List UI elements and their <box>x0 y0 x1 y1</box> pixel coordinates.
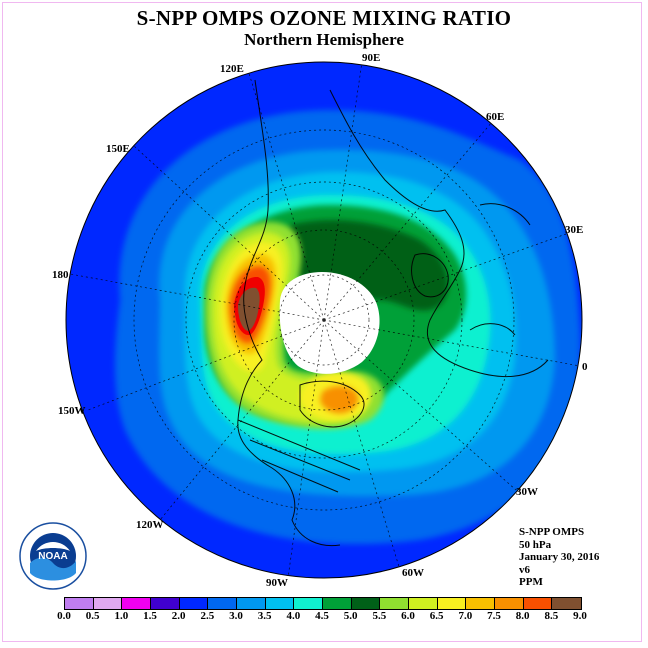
lon-label-0: 0 <box>582 361 588 373</box>
lon-label-60w: 60W <box>402 567 424 579</box>
lon-label-90e: 90E <box>362 52 380 64</box>
colorbar-tick-label: 7.5 <box>487 610 501 622</box>
colorbar-tick-label: 8.0 <box>515 610 530 622</box>
info-units: PPM <box>519 576 543 588</box>
colorbar-tick-label: 8.5 <box>544 610 559 622</box>
lon-label-60e: 60E <box>486 111 504 123</box>
colorbar-swatch <box>93 598 123 609</box>
colorbar-tick-label: 1.5 <box>143 610 157 622</box>
info-date: January 30, 2016 <box>519 551 600 563</box>
map-subtitle: Northern Hemisphere <box>244 30 404 49</box>
colorbar-tick-label: 3.5 <box>257 610 272 622</box>
lon-label-120e: 120E <box>220 63 244 75</box>
colorbar-swatch <box>122 598 151 609</box>
lon-label-180: 180 <box>52 269 69 281</box>
ozone-field <box>66 62 582 578</box>
info-block: S-NPP OMPS 50 hPa January 30, 2016 v6 PP… <box>519 526 599 589</box>
colorbar-swatch <box>523 598 553 609</box>
image-frame <box>2 2 642 642</box>
colorbar-swatch <box>437 598 467 609</box>
colorbar-swatch <box>466 598 495 609</box>
colorbar-tick-label: 7.0 <box>458 610 473 622</box>
colorbar-swatch <box>552 598 581 609</box>
lon-label-120w: 120W <box>136 519 164 531</box>
colorbar-swatch <box>322 598 352 609</box>
map-title: S-NPP OMPS OZONE MIXING RATIO <box>136 6 512 30</box>
colorbar-tick-label: 1.0 <box>114 610 129 622</box>
colorbar-tick-label: 6.5 <box>429 610 444 622</box>
colorbar-tick-label: 5.0 <box>343 610 358 622</box>
colorbar-swatch <box>380 598 409 609</box>
colorbar <box>64 597 582 610</box>
info-level: 50 hPa <box>519 538 552 551</box>
colorbar-tick-label: 4.0 <box>286 610 301 622</box>
colorbar-swatch <box>236 598 266 609</box>
colorbar-tick-label: 2.0 <box>171 610 186 622</box>
colorbar-swatch <box>150 598 180 609</box>
colorbar-swatch <box>408 598 438 609</box>
colorbar-swatch <box>208 598 237 609</box>
longitude-labels: 90E 60E 30E 0 30W 60W 90W 120W 150W 180 … <box>52 52 588 589</box>
colorbar-swatch <box>65 598 94 609</box>
info-instrument: S-NPP OMPS <box>519 526 585 538</box>
colorbar-ticks: 0.0 0.5 1.0 1.5 2.0 2.5 3.0 3.5 4.0 4.5 5.0 5.5 6.0 6… <box>0 610 648 624</box>
colorbar-tick-label: 2.5 <box>200 610 215 622</box>
colorbar-swatch <box>494 598 524 609</box>
colorbar-tick-label: 0.5 <box>85 610 100 622</box>
info-version: v6 <box>519 563 530 576</box>
colorbar-tick-label: 3.0 <box>229 610 243 622</box>
colorbar-tick-label: 9.0 <box>573 610 587 622</box>
colorbar-tick-label: 6.0 <box>401 610 415 622</box>
colorbar-swatch <box>351 598 381 609</box>
lon-label-90w: 90W <box>266 577 288 589</box>
colorbar-swatch <box>265 598 295 609</box>
lon-label-150w: 150W <box>58 405 86 417</box>
colorbar-tick-label: 4.5 <box>315 610 329 622</box>
colorbar-swatch <box>294 598 323 609</box>
colorbar-tick-label: 5.5 <box>372 610 387 622</box>
noaa-logo: NOAA <box>19 522 87 590</box>
lon-label-30w: 30W <box>516 486 538 498</box>
colorbar-tick-label: 0.0 <box>57 610 71 622</box>
colorbar-swatch <box>179 598 209 609</box>
lon-label-30e: 30E <box>565 224 583 236</box>
lon-label-150e: 150E <box>106 143 130 155</box>
logo-text: NOAA <box>38 551 67 562</box>
